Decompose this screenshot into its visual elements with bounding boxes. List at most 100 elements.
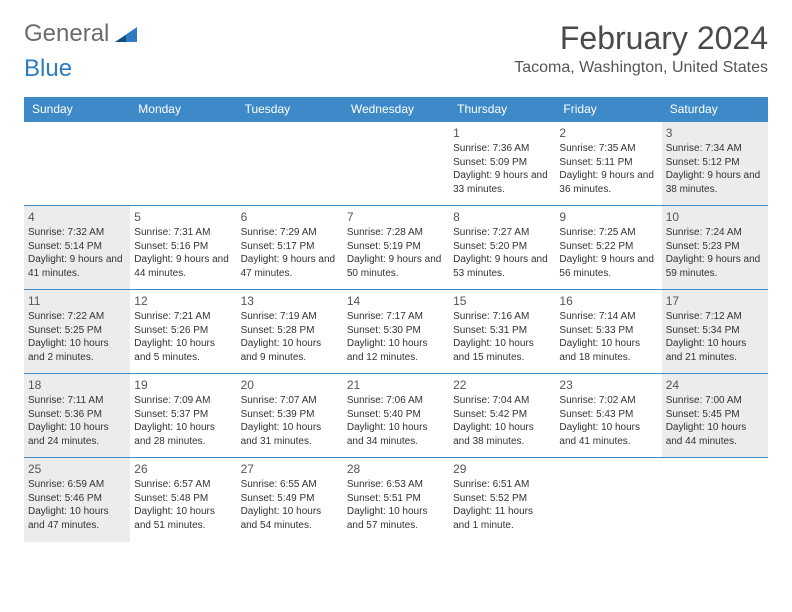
day-number: 1	[453, 125, 551, 141]
logo-text-2: Blue	[24, 55, 72, 83]
calendar-cell: 22Sunrise: 7:04 AMSunset: 5:42 PMDayligh…	[449, 374, 555, 458]
calendar-cell: 4Sunrise: 7:32 AMSunset: 5:14 PMDaylight…	[24, 206, 130, 290]
daylight-text: Daylight: 10 hours and 41 minutes.	[559, 421, 657, 448]
logo-triangle-icon	[115, 25, 137, 43]
day-number: 20	[241, 377, 339, 393]
calendar-cell: 26Sunrise: 6:57 AMSunset: 5:48 PMDayligh…	[130, 458, 236, 542]
weekday-row: SundayMondayTuesdayWednesdayThursdayFrid…	[24, 97, 768, 122]
calendar-cell	[130, 122, 236, 206]
sunset-text: Sunset: 5:14 PM	[28, 240, 126, 254]
daylight-text: Daylight: 10 hours and 44 minutes.	[666, 421, 764, 448]
calendar-week: 1Sunrise: 7:36 AMSunset: 5:09 PMDaylight…	[24, 122, 768, 206]
calendar-cell: 10Sunrise: 7:24 AMSunset: 5:23 PMDayligh…	[662, 206, 768, 290]
calendar-cell	[662, 458, 768, 542]
day-number: 13	[241, 293, 339, 309]
sunrise-text: Sunrise: 7:00 AM	[666, 394, 764, 408]
daylight-text: Daylight: 10 hours and 15 minutes.	[453, 337, 551, 364]
calendar-cell: 20Sunrise: 7:07 AMSunset: 5:39 PMDayligh…	[237, 374, 343, 458]
sunrise-text: Sunrise: 7:28 AM	[347, 226, 445, 240]
calendar-head: SundayMondayTuesdayWednesdayThursdayFrid…	[24, 97, 768, 122]
calendar-cell: 14Sunrise: 7:17 AMSunset: 5:30 PMDayligh…	[343, 290, 449, 374]
sunrise-text: Sunrise: 6:51 AM	[453, 478, 551, 492]
sunrise-text: Sunrise: 6:57 AM	[134, 478, 232, 492]
calendar-cell: 24Sunrise: 7:00 AMSunset: 5:45 PMDayligh…	[662, 374, 768, 458]
daylight-text: Daylight: 10 hours and 21 minutes.	[666, 337, 764, 364]
title-block: February 2024 Tacoma, Washington, United…	[514, 20, 768, 77]
month-title: February 2024	[514, 20, 768, 57]
sunrise-text: Sunrise: 7:07 AM	[241, 394, 339, 408]
day-number: 21	[347, 377, 445, 393]
sunrise-text: Sunrise: 7:12 AM	[666, 310, 764, 324]
day-number: 19	[134, 377, 232, 393]
calendar-table: SundayMondayTuesdayWednesdayThursdayFrid…	[24, 97, 768, 542]
daylight-text: Daylight: 9 hours and 50 minutes.	[347, 253, 445, 280]
calendar-cell: 12Sunrise: 7:21 AMSunset: 5:26 PMDayligh…	[130, 290, 236, 374]
day-number: 14	[347, 293, 445, 309]
sunrise-text: Sunrise: 7:19 AM	[241, 310, 339, 324]
sunrise-text: Sunrise: 7:06 AM	[347, 394, 445, 408]
sunrise-text: Sunrise: 7:16 AM	[453, 310, 551, 324]
day-number: 26	[134, 461, 232, 477]
location: Tacoma, Washington, United States	[514, 59, 768, 77]
calendar-cell: 11Sunrise: 7:22 AMSunset: 5:25 PMDayligh…	[24, 290, 130, 374]
calendar-cell: 5Sunrise: 7:31 AMSunset: 5:16 PMDaylight…	[130, 206, 236, 290]
sunset-text: Sunset: 5:45 PM	[666, 408, 764, 422]
day-number: 29	[453, 461, 551, 477]
sunrise-text: Sunrise: 7:35 AM	[559, 142, 657, 156]
sunrise-text: Sunrise: 6:55 AM	[241, 478, 339, 492]
day-number: 4	[28, 209, 126, 225]
calendar-cell: 27Sunrise: 6:55 AMSunset: 5:49 PMDayligh…	[237, 458, 343, 542]
calendar-week: 25Sunrise: 6:59 AMSunset: 5:46 PMDayligh…	[24, 458, 768, 542]
sunset-text: Sunset: 5:28 PM	[241, 324, 339, 338]
daylight-text: Daylight: 10 hours and 5 minutes.	[134, 337, 232, 364]
calendar-cell: 3Sunrise: 7:34 AMSunset: 5:12 PMDaylight…	[662, 122, 768, 206]
sunrise-text: Sunrise: 7:17 AM	[347, 310, 445, 324]
calendar-cell: 29Sunrise: 6:51 AMSunset: 5:52 PMDayligh…	[449, 458, 555, 542]
sunset-text: Sunset: 5:26 PM	[134, 324, 232, 338]
sunrise-text: Sunrise: 7:34 AM	[666, 142, 764, 156]
daylight-text: Daylight: 10 hours and 28 minutes.	[134, 421, 232, 448]
calendar-cell: 6Sunrise: 7:29 AMSunset: 5:17 PMDaylight…	[237, 206, 343, 290]
weekday-header: Tuesday	[237, 97, 343, 122]
calendar-week: 18Sunrise: 7:11 AMSunset: 5:36 PMDayligh…	[24, 374, 768, 458]
day-number: 23	[559, 377, 657, 393]
daylight-text: Daylight: 10 hours and 54 minutes.	[241, 505, 339, 532]
sunset-text: Sunset: 5:40 PM	[347, 408, 445, 422]
day-number: 5	[134, 209, 232, 225]
calendar-cell	[343, 122, 449, 206]
day-number: 11	[28, 293, 126, 309]
daylight-text: Daylight: 10 hours and 12 minutes.	[347, 337, 445, 364]
calendar-body: 1Sunrise: 7:36 AMSunset: 5:09 PMDaylight…	[24, 122, 768, 542]
sunset-text: Sunset: 5:51 PM	[347, 492, 445, 506]
sunset-text: Sunset: 5:20 PM	[453, 240, 551, 254]
calendar-cell: 19Sunrise: 7:09 AMSunset: 5:37 PMDayligh…	[130, 374, 236, 458]
sunset-text: Sunset: 5:25 PM	[28, 324, 126, 338]
weekday-header: Saturday	[662, 97, 768, 122]
sunrise-text: Sunrise: 6:53 AM	[347, 478, 445, 492]
weekday-header: Thursday	[449, 97, 555, 122]
daylight-text: Daylight: 11 hours and 1 minute.	[453, 505, 551, 532]
sunset-text: Sunset: 5:42 PM	[453, 408, 551, 422]
daylight-text: Daylight: 10 hours and 31 minutes.	[241, 421, 339, 448]
daylight-text: Daylight: 9 hours and 56 minutes.	[559, 253, 657, 280]
day-number: 24	[666, 377, 764, 393]
daylight-text: Daylight: 9 hours and 47 minutes.	[241, 253, 339, 280]
daylight-text: Daylight: 10 hours and 18 minutes.	[559, 337, 657, 364]
daylight-text: Daylight: 9 hours and 38 minutes.	[666, 169, 764, 196]
daylight-text: Daylight: 9 hours and 53 minutes.	[453, 253, 551, 280]
sunset-text: Sunset: 5:09 PM	[453, 156, 551, 170]
sunrise-text: Sunrise: 7:32 AM	[28, 226, 126, 240]
sunset-text: Sunset: 5:22 PM	[559, 240, 657, 254]
day-number: 18	[28, 377, 126, 393]
weekday-header: Sunday	[24, 97, 130, 122]
sunrise-text: Sunrise: 7:27 AM	[453, 226, 551, 240]
day-number: 25	[28, 461, 126, 477]
sunset-text: Sunset: 5:46 PM	[28, 492, 126, 506]
calendar-cell	[237, 122, 343, 206]
sunset-text: Sunset: 5:23 PM	[666, 240, 764, 254]
calendar-cell: 25Sunrise: 6:59 AMSunset: 5:46 PMDayligh…	[24, 458, 130, 542]
daylight-text: Daylight: 10 hours and 2 minutes.	[28, 337, 126, 364]
calendar-week: 11Sunrise: 7:22 AMSunset: 5:25 PMDayligh…	[24, 290, 768, 374]
logo: General	[24, 20, 139, 48]
sunset-text: Sunset: 5:43 PM	[559, 408, 657, 422]
